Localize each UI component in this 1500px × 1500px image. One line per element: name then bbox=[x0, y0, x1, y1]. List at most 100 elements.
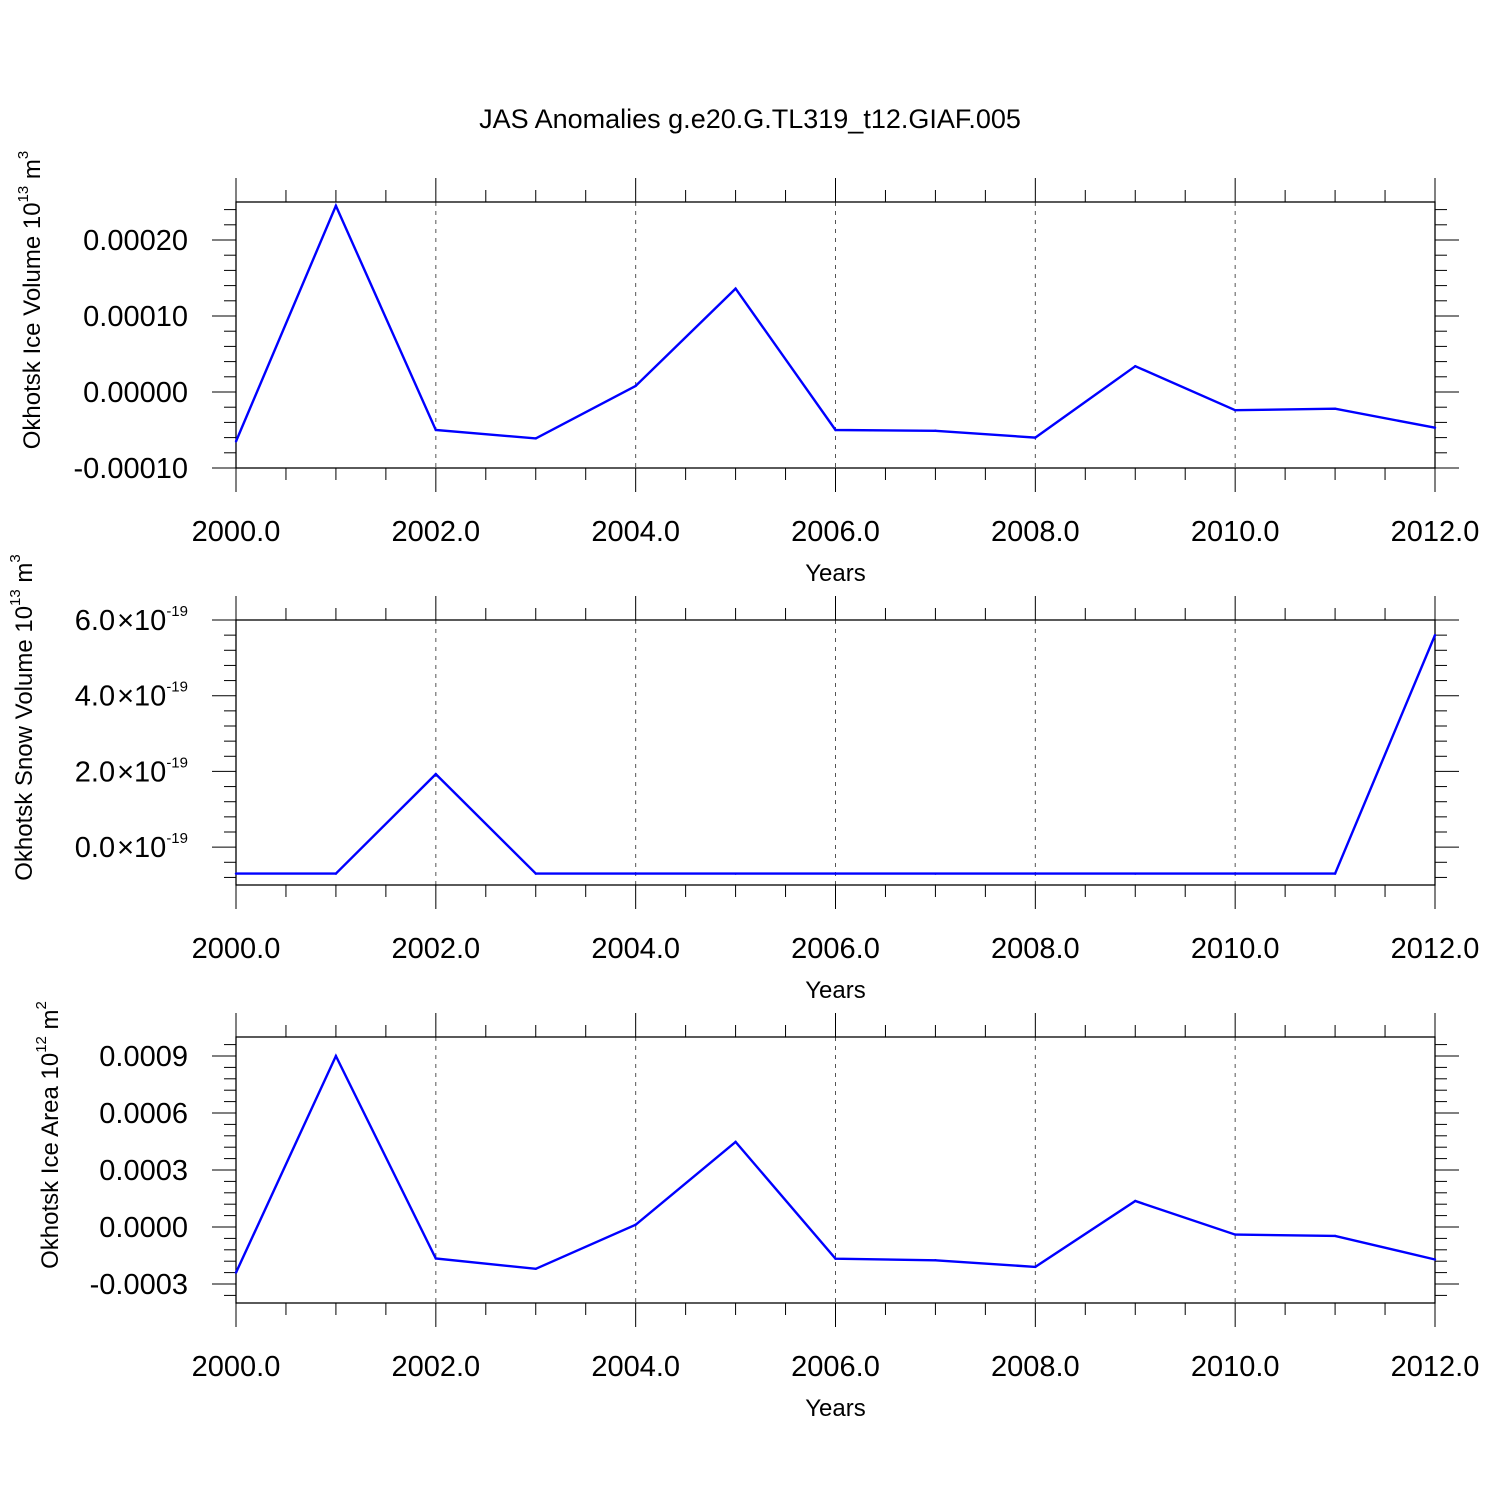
tick-base: 10 bbox=[134, 756, 166, 788]
y-tick-label: -0.00010 bbox=[74, 453, 189, 485]
x-axis-label: Years bbox=[805, 560, 866, 587]
tick-times: × bbox=[117, 605, 134, 637]
x-tick-label: 2008.0 bbox=[991, 1351, 1080, 1383]
data-point bbox=[634, 1223, 637, 1226]
y-label-unit-exponent: 2 bbox=[33, 1001, 50, 1009]
tick-mantissa: 6.0 bbox=[75, 605, 115, 637]
x-axis-label: Years bbox=[805, 977, 866, 1004]
tick-exponent: -19 bbox=[166, 830, 188, 847]
y-label-unit: m bbox=[11, 563, 38, 590]
data-point bbox=[1034, 436, 1037, 439]
y-label-unit-exponent: 3 bbox=[15, 151, 32, 159]
data-point bbox=[1433, 633, 1437, 637]
data-point bbox=[234, 440, 238, 443]
y-label-main: Okhotsk Ice Area 10 bbox=[37, 1053, 64, 1269]
data-point bbox=[1333, 872, 1337, 875]
data-point bbox=[1233, 872, 1237, 875]
data-point bbox=[1333, 1234, 1337, 1238]
x-tick-label: 2006.0 bbox=[791, 933, 880, 965]
x-tick-label: 2012.0 bbox=[1391, 933, 1480, 965]
data-point bbox=[1034, 1265, 1037, 1269]
data-point bbox=[434, 428, 438, 432]
tick-base: 10 bbox=[134, 681, 166, 713]
y-axis-label: Okhotsk Ice Volume 1013 m3 bbox=[15, 151, 46, 450]
y-label-exponent: 13 bbox=[7, 589, 24, 606]
data-point bbox=[1134, 1199, 1137, 1203]
data-point bbox=[834, 1257, 837, 1260]
data-point bbox=[834, 428, 837, 432]
chart-panel-1: 2000.0 2002.0 2004.0 2006.0 2008.0 2010.0 2012… bbox=[15, 151, 1479, 587]
tick-exponent: -19 bbox=[166, 679, 188, 696]
x-tick-label: 2010.0 bbox=[1191, 933, 1280, 965]
data-point bbox=[734, 287, 737, 290]
y-label-exponent: 12 bbox=[33, 1036, 50, 1053]
data-point bbox=[1333, 407, 1337, 410]
tick-times: × bbox=[117, 756, 134, 788]
y-label-main: Okhotsk Ice Volume 10 bbox=[19, 202, 46, 449]
chart-panel-3: 2000.0 2002.0 2004.0 2006.0 2008.0 2010.0 2012… bbox=[33, 1001, 1479, 1422]
data-point bbox=[434, 1257, 438, 1260]
tick-mantissa: 4.0 bbox=[75, 681, 115, 713]
y-label-unit: m bbox=[19, 159, 46, 186]
data-point bbox=[634, 384, 637, 388]
y-tick-label: -0.0003 bbox=[90, 1269, 188, 1301]
x-tick-label: 2006.0 bbox=[791, 1351, 880, 1383]
y-label-main: Okhotsk Snow Volume 10 bbox=[11, 606, 38, 881]
x-tick-label: 2006.0 bbox=[791, 516, 880, 548]
tick-mantissa: 0.0 bbox=[75, 832, 115, 864]
x-tick-label: 2002.0 bbox=[391, 933, 480, 965]
data-point bbox=[634, 872, 637, 875]
y-tick-label: 0.0006 bbox=[99, 1098, 188, 1130]
y-tick-label: 0.00020 bbox=[83, 225, 188, 257]
y-label-unit: m bbox=[37, 1009, 64, 1036]
y-axis-label: Okhotsk Ice Area 1012 m2 bbox=[33, 1001, 64, 1269]
x-tick-label: 2000.0 bbox=[192, 933, 281, 965]
x-tick-label: 2004.0 bbox=[591, 1351, 680, 1383]
x-tick-label: 2010.0 bbox=[1191, 1351, 1280, 1383]
data-point bbox=[1034, 872, 1037, 875]
data-point bbox=[934, 429, 937, 432]
data-point bbox=[1233, 1233, 1237, 1236]
y-tick-label: 0.0000 bbox=[99, 1212, 188, 1244]
data-point bbox=[1233, 409, 1237, 412]
y-axis-label: Okhotsk Snow Volume 1013 m3 bbox=[7, 554, 38, 881]
tick-mantissa: 2.0 bbox=[75, 756, 115, 788]
y-tick-label: 0.0009 bbox=[99, 1041, 188, 1073]
data-point bbox=[334, 872, 338, 875]
data-point bbox=[1433, 426, 1437, 429]
data-point bbox=[234, 1271, 238, 1274]
figure-title: JAS Anomalies g.e20.G.TL319_t12.GIAF.005 bbox=[479, 104, 1021, 134]
x-tick-label: 2002.0 bbox=[391, 1351, 480, 1383]
data-point bbox=[534, 437, 537, 440]
data-point bbox=[1134, 364, 1137, 368]
y-tick-label: 0.0003 bbox=[99, 1155, 188, 1187]
y-tick-label: 6.0×10-19 bbox=[75, 603, 188, 637]
data-point bbox=[734, 1140, 737, 1144]
y-tick-label: 0.0×10-19 bbox=[75, 830, 188, 864]
data-point bbox=[934, 1259, 937, 1262]
tick-times: × bbox=[117, 832, 134, 864]
data-point bbox=[534, 872, 537, 875]
data-point bbox=[1134, 872, 1137, 875]
data-point bbox=[934, 872, 937, 875]
data-point bbox=[334, 204, 338, 207]
tick-base: 10 bbox=[134, 605, 166, 637]
x-tick-label: 2008.0 bbox=[991, 516, 1080, 548]
data-point bbox=[534, 1267, 537, 1271]
data-point bbox=[434, 772, 438, 776]
y-tick-label: 0.00010 bbox=[83, 301, 188, 333]
data-point bbox=[734, 872, 737, 875]
tick-times: × bbox=[117, 681, 134, 713]
tick-base: 10 bbox=[134, 832, 166, 864]
x-tick-label: 2004.0 bbox=[591, 933, 680, 965]
data-point bbox=[834, 872, 837, 875]
x-tick-label: 2012.0 bbox=[1391, 1351, 1480, 1383]
x-tick-label: 2010.0 bbox=[1191, 516, 1280, 548]
y-tick-label: 2.0×10-19 bbox=[75, 754, 188, 788]
chart-panel-2: 2000.0 2002.0 2004.0 2006.0 2008.0 2010.0 2012… bbox=[7, 554, 1479, 1004]
data-point bbox=[234, 872, 238, 875]
x-axis-label: Years bbox=[805, 1395, 866, 1422]
data-point bbox=[334, 1054, 338, 1058]
x-tick-label: 2000.0 bbox=[192, 516, 281, 548]
